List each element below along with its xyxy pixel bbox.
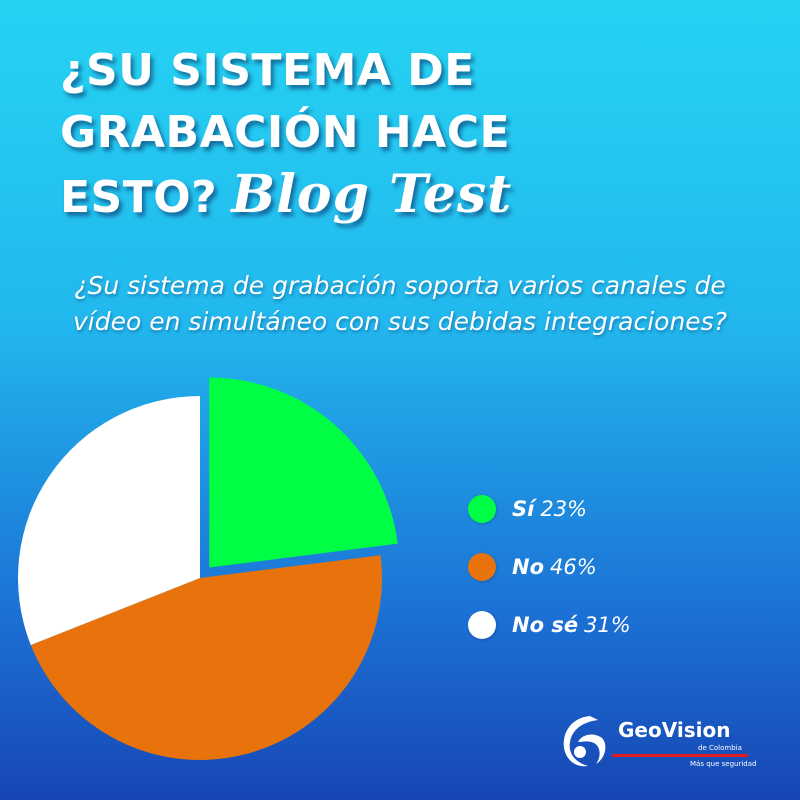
chart-legend: Sí 23% No 46% No sé 31%: [468, 480, 631, 654]
legend-text-no-se: No sé 31%: [512, 613, 631, 637]
geovision-logo: GeoVision de Colombia Más que seguridad: [560, 710, 760, 780]
geovision-logo-icon: [563, 716, 606, 767]
legend-label-no-se: No sé: [512, 613, 579, 637]
pie-slice-si: [209, 377, 398, 568]
legend-item-si: Sí 23%: [468, 480, 631, 538]
legend-value-si: 23%: [540, 497, 588, 521]
survey-question: ¿Su sistema de grabación soporta varios …: [73, 271, 727, 336]
logo-accent-bar: [612, 754, 748, 757]
legend-value-no: 46%: [550, 555, 597, 579]
legend-swatch-si: [468, 495, 496, 523]
logo-subtitle: de Colombia: [698, 744, 742, 752]
legend-text-no: No 46%: [512, 555, 597, 579]
legend-label-si: Sí: [512, 497, 535, 521]
legend-item-no: No 46%: [468, 538, 631, 596]
headline: ¿SU SISTEMA DE GRABACIÓN HACE ESTO? Blog …: [60, 40, 760, 229]
legend-swatch-no: [468, 553, 496, 581]
pie-slice-no-se: [18, 396, 201, 645]
legend-text-si: Sí 23%: [512, 497, 587, 521]
blog-test-script: Blog Test: [231, 164, 513, 225]
logo-name: GeoVision: [618, 718, 731, 742]
headline-line-1: ¿SU SISTEMA DE: [60, 45, 475, 96]
headline-line-3-text: ESTO?: [60, 172, 218, 223]
legend-label-no: No: [512, 555, 545, 579]
legend-value-no-se: 31%: [584, 613, 631, 637]
headline-line-3: ESTO? Blog Test: [60, 164, 760, 229]
headline-line-2: GRABACIÓN HACE: [60, 107, 511, 158]
pie-slice-no: [30, 555, 383, 760]
legend-item-no-se: No sé 31%: [468, 596, 631, 654]
legend-swatch-no-se: [468, 611, 496, 639]
logo-tagline: Más que seguridad: [690, 760, 757, 768]
